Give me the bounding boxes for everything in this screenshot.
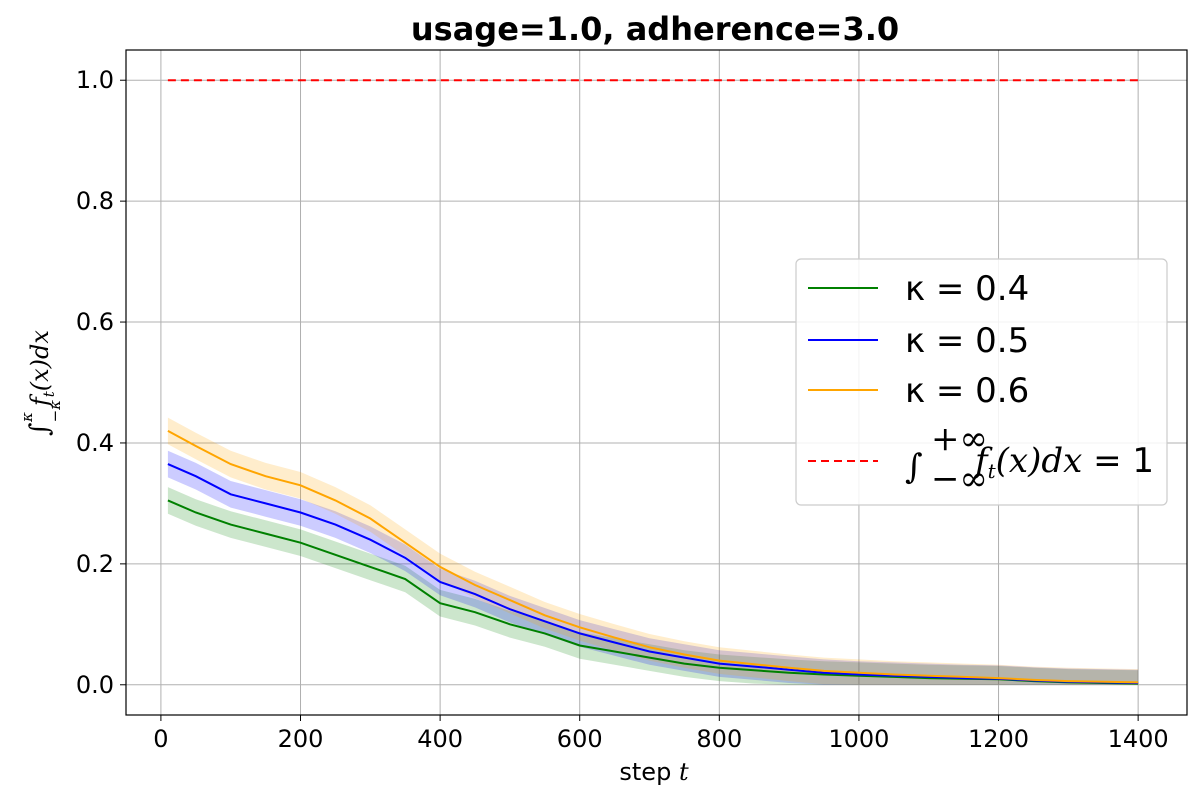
chart-title: usage=1.0, adherence=3.0	[411, 10, 899, 48]
legend-label-kappa-05: κ = 0.5	[905, 321, 1029, 361]
svg-text:∫: ∫	[905, 447, 923, 487]
x-tick-label: 1400	[1108, 725, 1169, 753]
confidence-bands	[167, 417, 1139, 685]
x-tick-label: 600	[557, 725, 603, 753]
legend-frame	[795, 258, 1168, 506]
y-tick-label: 0.4	[76, 429, 114, 457]
series-lines	[167, 430, 1139, 685]
y-tick-label: 0.6	[76, 308, 114, 336]
x-tick-label: 1000	[828, 725, 889, 753]
plot-frame	[125, 49, 1188, 716]
y-tick-label: 0.2	[76, 550, 114, 578]
y-axis-ticks: 0.0 0.2 0.4 0.6 0.8 1.0	[76, 66, 126, 699]
svg-text:−∞: −∞	[931, 459, 988, 499]
svg-text:ft(x)dx = 1: ft(x)dx = 1	[972, 441, 1154, 483]
x-tick-label: 0	[153, 725, 168, 753]
legend-label-kappa-04: κ = 0.4	[905, 269, 1029, 309]
y-tick-label: 1.0	[76, 66, 114, 94]
y-tick-label: 0.0	[76, 671, 114, 699]
legend: κ = 0.4 κ = 0.5 κ = 0.6 ∫ +∞ −∞ ft(x)dx …	[795, 258, 1168, 506]
svg-text:+∞: +∞	[931, 419, 988, 459]
x-tick-label: 800	[696, 725, 742, 753]
x-axis-label: step t	[619, 758, 689, 786]
svg-text:∫−κκft(x)dx: ∫−κκft(x)dx	[18, 330, 64, 436]
y-axis-label: ∫−κκft(x)dx	[18, 330, 64, 436]
legend-label-reference: ∫ +∞ −∞ ft(x)dx = 1	[905, 419, 1154, 499]
x-tick-label: 200	[278, 725, 324, 753]
x-axis-ticks: 0 200 400 600 800 1000 1200 1400	[153, 715, 1169, 753]
x-tick-label: 1200	[968, 725, 1029, 753]
legend-label-kappa-06: κ = 0.6	[905, 371, 1029, 411]
series-line-2	[167, 430, 1139, 684]
x-tick-label: 400	[417, 725, 463, 753]
series-band-0	[167, 487, 1139, 685]
y-tick-label: 0.8	[76, 187, 114, 215]
